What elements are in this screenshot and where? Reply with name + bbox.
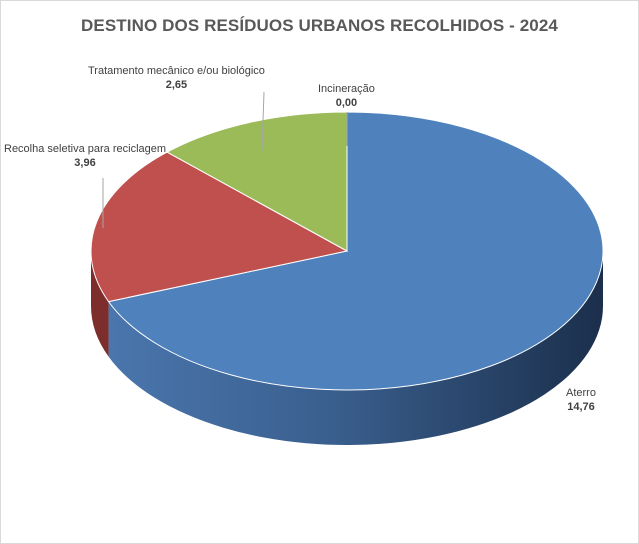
data-label-incineracao: Incineração 0,00: [318, 82, 375, 110]
slice-name-aterro: Aterro: [566, 387, 596, 399]
slice-name-recolha-seletiva: Recolha seletiva para reciclagem: [4, 143, 167, 155]
chart-title: DESTINO DOS RESÍDUOS URBANOS RECOLHIDOS …: [81, 16, 558, 35]
slice-top-2: [166, 111, 348, 252]
slice-value-aterro: 14,76: [567, 401, 595, 413]
slice-top-0: [107, 111, 604, 391]
data-label-aterro: Aterro 14,76: [566, 386, 596, 414]
leader-line-tratamento: [261, 91, 265, 151]
slice-value-tratamento: 2,65: [165, 79, 188, 91]
data-label-recolha-seletiva: Recolha seletiva para reciclagem 3,96: [4, 142, 166, 170]
slice-value-recolha-seletiva: 3,96: [74, 157, 96, 169]
slice-side-0: [108, 251, 603, 445]
data-label-tratamento: Tratamento mecânico e/ou biológico 2,65: [88, 64, 265, 92]
slice-name-incineracao: Incineração: [318, 83, 375, 95]
slice-value-incineracao: 0,00: [335, 97, 358, 109]
slice-name-tratamento: Tratamento mecânico e/ou biológico: [88, 65, 265, 77]
slice-top-1: [90, 151, 349, 303]
